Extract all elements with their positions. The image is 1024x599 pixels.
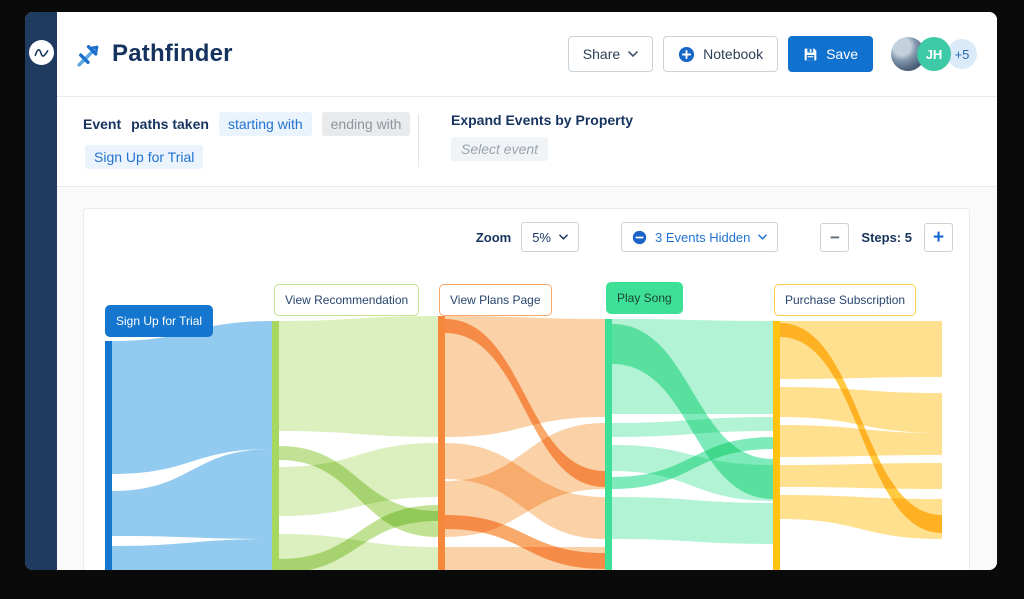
steps-increase-button[interactable]: + <box>924 222 953 252</box>
sankey-chart <box>105 316 942 570</box>
left-rail <box>25 12 57 570</box>
sankey-link-ribbon[interactable] <box>780 387 942 433</box>
sankey-link-ribbon[interactable] <box>612 417 773 437</box>
sankey-link-ribbon[interactable] <box>612 445 773 501</box>
chart-panel: Zoom 5% 3 Events Hidden <box>83 208 970 570</box>
filter-divider <box>418 114 419 167</box>
save-floppy-icon <box>804 48 817 60</box>
chart-controls: Zoom 5% 3 Events Hidden <box>476 222 953 252</box>
app-header: Pathfinder Share Notebook <box>57 12 997 97</box>
chevron-down-icon <box>758 234 768 240</box>
notebook-button[interactable]: Notebook <box>663 36 779 72</box>
avatar-group: JH +5 <box>891 37 977 71</box>
select-event-input[interactable]: Select event <box>451 137 549 161</box>
start-event-chip[interactable]: Sign Up for Trial <box>85 145 204 169</box>
events-hidden-label: 3 Events Hidden <box>655 229 751 245</box>
sankey-node-bar[interactable] <box>773 321 780 570</box>
events-hidden-dropdown[interactable]: 3 Events Hidden <box>621 222 779 252</box>
sankey-link-ribbon[interactable] <box>279 443 438 481</box>
sankey-link-ribbon[interactable] <box>279 459 438 516</box>
amplitude-wave-icon <box>34 48 48 57</box>
sankey-link-ribbon[interactable] <box>445 515 605 569</box>
sankey-link-ribbon[interactable] <box>445 319 605 487</box>
chevron-down-icon <box>628 51 638 57</box>
main-area: Pathfinder Share Notebook <box>57 12 997 570</box>
header-actions: Share Notebook <box>567 36 977 72</box>
sankey-link-ribbon[interactable] <box>112 321 272 474</box>
expand-events-heading: Expand Events by Property <box>451 112 634 128</box>
event-label: Event <box>83 116 122 132</box>
sankey-link-ribbon[interactable] <box>612 437 773 489</box>
notebook-button-label: Notebook <box>703 46 764 62</box>
sankey-link-ribbon[interactable] <box>112 449 272 539</box>
sankey-link-ribbon[interactable] <box>445 423 605 537</box>
brand: Pathfinder <box>75 40 233 68</box>
sankey-node-bar[interactable] <box>438 316 445 570</box>
event-paths-section: Event paths taken starting with ending w… <box>83 112 418 169</box>
sankey-link-ribbon[interactable] <box>780 463 942 489</box>
sankey-link-ribbon[interactable] <box>780 425 942 457</box>
sankey-link-ribbon[interactable] <box>612 497 773 544</box>
avatar-initials[interactable]: JH <box>917 37 951 71</box>
ending-with-toggle[interactable]: ending with <box>321 112 411 136</box>
sankey-node-bar[interactable] <box>605 319 612 570</box>
sankey-node-label[interactable]: Sign Up for Trial <box>105 305 214 337</box>
plus-circle-icon <box>679 46 695 62</box>
share-button[interactable]: Share <box>567 36 654 72</box>
minus-circle-icon <box>632 230 647 244</box>
app-window: Pathfinder Share Notebook <box>25 12 997 570</box>
sankey-node-bar[interactable] <box>105 341 112 570</box>
sankey-link-ribbon[interactable] <box>279 316 438 437</box>
chevron-down-icon <box>559 234 568 240</box>
avatar-overflow-badge[interactable]: +5 <box>947 39 977 69</box>
sankey-node-bar[interactable] <box>272 321 279 570</box>
steps-label: Steps: 5 <box>861 229 912 245</box>
sankey-link-ribbon[interactable] <box>780 321 942 379</box>
sankey-node-label[interactable]: View Plans Page <box>439 284 552 316</box>
save-button-label: Save <box>826 46 858 62</box>
sankey-link-ribbon[interactable] <box>612 324 773 499</box>
page-title: Pathfinder <box>112 40 233 67</box>
save-button[interactable]: Save <box>788 36 873 72</box>
sankey-node-label[interactable]: View Recommendation <box>274 284 420 316</box>
steps-decrease-button[interactable]: − <box>820 222 850 252</box>
sankey-link-ribbon[interactable] <box>780 323 942 533</box>
sankey-link-ribbon[interactable] <box>279 505 438 570</box>
expand-events-section: Expand Events by Property Select event <box>419 112 633 169</box>
sankey-node-label[interactable]: Play Song <box>606 282 683 314</box>
zoom-select[interactable]: 5% <box>521 222 579 252</box>
sankey-link-ribbon[interactable] <box>112 539 272 570</box>
sankey-node-label[interactable]: Purchase Subscription <box>774 284 917 316</box>
paths-taken-label: paths taken <box>131 116 209 132</box>
amplitude-logo-icon[interactable] <box>28 40 54 65</box>
zoom-label: Zoom <box>475 229 512 245</box>
content-area: Zoom 5% 3 Events Hidden <box>57 187 997 570</box>
filter-bar: Event paths taken starting with ending w… <box>57 97 997 187</box>
zoom-value: 5% <box>532 229 551 245</box>
share-button-label: Share <box>582 46 621 62</box>
pathfinder-logo-icon <box>77 44 99 67</box>
starting-with-toggle[interactable]: starting with <box>218 112 312 136</box>
